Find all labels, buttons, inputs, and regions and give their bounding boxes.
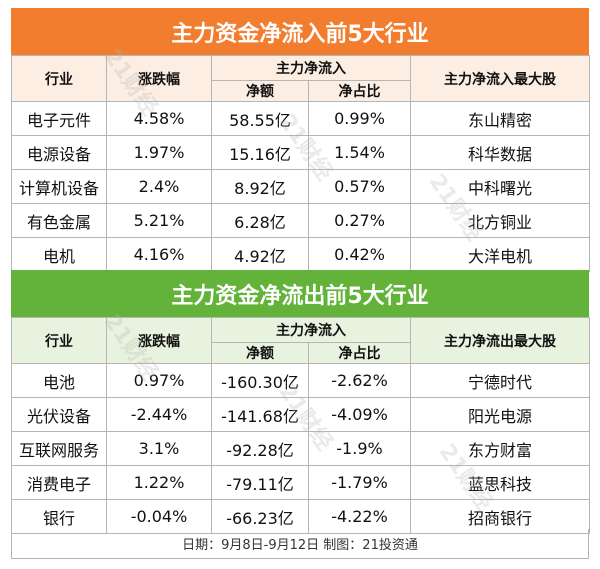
outflow-table: 行业 涨跌幅 主力净流入 主力净流出最大股 净额 净占比 电池 0.97% -160… — [11, 317, 590, 534]
cell-industry: 银行 — [11, 499, 107, 534]
header-ratio: 净占比 — [308, 342, 411, 364]
table-row: 消费电子 1.22% -79.11亿 -1.79% 蓝思科技 — [11, 465, 590, 500]
header-net-inflow: 主力净流入 — [211, 55, 411, 81]
cell-industry: 光伏设备 — [11, 397, 107, 432]
cell-top-stock: 东方财富 — [410, 431, 590, 466]
table-row: 电源设备 1.97% 15.16亿 1.54% 科华数据 — [11, 135, 590, 170]
cell-change: 4.16% — [106, 237, 212, 272]
cell-industry: 消费电子 — [11, 465, 107, 500]
cell-change: 2.4% — [106, 169, 212, 204]
table-row: 电机 4.16% 4.92亿 0.42% 大洋电机 — [11, 237, 590, 272]
cell-ratio: 1.54% — [308, 135, 411, 170]
header-change: 涨跌幅 — [106, 55, 212, 102]
cell-amount: -160.30亿 — [211, 363, 309, 398]
footer-note: 日期：9月8日-9月12日 制图：21投资通 — [11, 529, 589, 559]
cell-industry: 电池 — [11, 363, 107, 398]
cell-ratio: -4.09% — [308, 397, 411, 432]
cell-top-stock: 招商银行 — [410, 499, 590, 534]
cell-amount: 6.28亿 — [211, 203, 309, 238]
cell-top-stock: 东山精密 — [410, 101, 590, 136]
cell-change: 5.21% — [106, 203, 212, 238]
cell-industry: 有色金属 — [11, 203, 107, 238]
header-top-stock: 主力净流入最大股 — [410, 55, 590, 102]
table-row: 互联网服务 3.1% -92.28亿 -1.9% 东方财富 — [11, 431, 590, 466]
table-row: 光伏设备 -2.44% -141.68亿 -4.09% 阳光电源 — [11, 397, 590, 432]
cell-top-stock: 科华数据 — [410, 135, 590, 170]
cell-industry: 互联网服务 — [11, 431, 107, 466]
inflow-table: 行业 涨跌幅 主力净流入 主力净流入最大股 净额 净占比 电子元件 4.58% 58… — [11, 55, 590, 272]
cell-ratio: 0.57% — [308, 169, 411, 204]
header-amount: 净额 — [211, 80, 309, 102]
table-row: 计算机设备 2.4% 8.92亿 0.57% 中科曙光 — [11, 169, 590, 204]
cell-change: 4.58% — [106, 101, 212, 136]
cell-top-stock: 阳光电源 — [410, 397, 590, 432]
header-industry: 行业 — [11, 317, 107, 364]
cell-change: -0.04% — [106, 499, 212, 534]
header-net-inflow: 主力净流入 — [211, 317, 411, 343]
header-ratio: 净占比 — [308, 80, 411, 102]
header-industry: 行业 — [11, 55, 107, 102]
cell-change: 0.97% — [106, 363, 212, 398]
table-row: 有色金属 5.21% 6.28亿 0.27% 北方铜业 — [11, 203, 590, 238]
cell-ratio: -1.9% — [308, 431, 411, 466]
cell-change: 1.97% — [106, 135, 212, 170]
cell-change: 3.1% — [106, 431, 212, 466]
table-row: 电子元件 4.58% 58.55亿 0.99% 东山精密 — [11, 101, 590, 136]
cell-top-stock: 大洋电机 — [410, 237, 590, 272]
cell-top-stock: 蓝思科技 — [410, 465, 590, 500]
header-top-stock: 主力净流出最大股 — [410, 317, 590, 364]
table-row: 电池 0.97% -160.30亿 -2.62% 宁德时代 — [11, 363, 590, 398]
cell-change: -2.44% — [106, 397, 212, 432]
cell-ratio: 0.27% — [308, 203, 411, 238]
cell-ratio: -1.79% — [308, 465, 411, 500]
header-amount: 净额 — [211, 342, 309, 364]
cell-top-stock: 北方铜业 — [410, 203, 590, 238]
cell-ratio: -4.22% — [308, 499, 411, 534]
cell-amount: 4.92亿 — [211, 237, 309, 272]
cell-ratio: 0.42% — [308, 237, 411, 272]
cell-industry: 计算机设备 — [11, 169, 107, 204]
cell-amount: 8.92亿 — [211, 169, 309, 204]
cell-amount: -79.11亿 — [211, 465, 309, 500]
cell-top-stock: 宁德时代 — [410, 363, 590, 398]
table-row: 银行 -0.04% -66.23亿 -4.22% 招商银行 — [11, 499, 590, 534]
inflow-title: 主力资金净流入前5大行业 — [11, 8, 589, 55]
cell-industry: 电源设备 — [11, 135, 107, 170]
cell-change: 1.22% — [106, 465, 212, 500]
cell-industry: 电子元件 — [11, 101, 107, 136]
cell-ratio: -2.62% — [308, 363, 411, 398]
header-change: 涨跌幅 — [106, 317, 212, 364]
cell-ratio: 0.99% — [308, 101, 411, 136]
cell-amount: -92.28亿 — [211, 431, 309, 466]
cell-amount: -141.68亿 — [211, 397, 309, 432]
cell-industry: 电机 — [11, 237, 107, 272]
cell-amount: 58.55亿 — [211, 101, 309, 136]
cell-top-stock: 中科曙光 — [410, 169, 590, 204]
outflow-title: 主力资金净流出前5大行业 — [11, 270, 589, 317]
cell-amount: 15.16亿 — [211, 135, 309, 170]
